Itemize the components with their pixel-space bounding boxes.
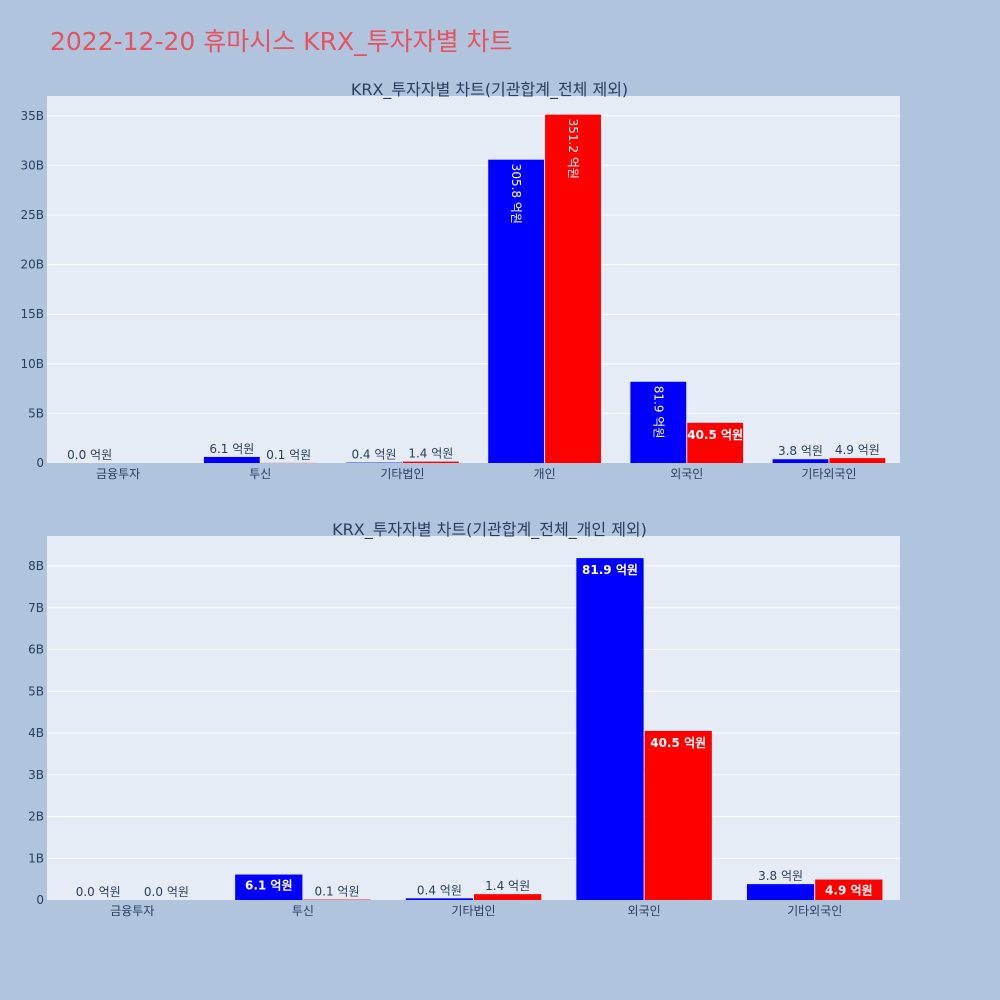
bar — [829, 458, 886, 463]
y-tick-label: 1B — [28, 851, 44, 865]
plot-area — [47, 536, 900, 900]
chart-top: 0 5B 10B 15B 20B 25B 30B 35B KRX_투자자별 차트(기관합계_전체… — [20, 80, 900, 481]
data-label: 1.4 억원 — [408, 447, 453, 461]
bar — [815, 879, 883, 900]
bar — [474, 894, 542, 900]
bar — [687, 422, 744, 463]
bar — [405, 898, 473, 900]
chart-bottom: 0 1B 2B 3B 4B 5B 6B 7B 8B KRX_투자자별 차트(기관합계_전체_개인 … — [28, 520, 900, 918]
bar — [203, 456, 260, 463]
data-label: 3.8 억원 — [758, 869, 803, 883]
data-label: 6.1 억원 — [209, 442, 254, 456]
y-tick-label: 25B — [20, 208, 44, 222]
bar — [630, 381, 687, 463]
bar — [488, 159, 545, 464]
y-tick-label: 2B — [28, 810, 44, 824]
y-tick-label: 6B — [28, 643, 44, 657]
data-label: 351.2 억원 — [566, 119, 580, 179]
data-label: 0.4 억원 — [417, 883, 462, 897]
bar — [545, 114, 601, 463]
y-tick-label: 0 — [36, 893, 44, 907]
y-tick-label: 7B — [28, 601, 44, 615]
y-tick-label: 15B — [20, 307, 44, 321]
x-tick-label: 기타외국인 — [787, 904, 842, 918]
chart-title: KRX_투자자별 차트(기관합계_전체_개인 제외) — [332, 520, 647, 540]
bar — [772, 459, 829, 463]
y-tick-label: 10B — [20, 357, 44, 371]
data-label: 4.9 억원 — [825, 884, 873, 898]
bar — [644, 730, 712, 900]
bar — [746, 884, 815, 900]
y-tick-label: 0 — [36, 456, 44, 470]
y-tick-label: 4B — [28, 726, 44, 740]
data-label: 4.9 억원 — [835, 443, 880, 457]
x-tick-label: 외국인 — [628, 904, 661, 918]
y-tick-label: 3B — [28, 768, 44, 782]
data-label: 0.0 억원 — [67, 448, 112, 462]
data-label: 0.0 억원 — [76, 885, 121, 899]
page-title: 2022-12-20 휴마시스 KRX_투자자별 차트 — [50, 27, 513, 56]
data-label: 6.1 억원 — [245, 879, 293, 893]
x-tick-label: 투신 — [249, 467, 271, 481]
y-tick-label: 20B — [20, 258, 44, 272]
data-label: 0.1 억원 — [266, 448, 311, 462]
x-tick-label: 개인 — [534, 467, 556, 481]
chart-title: KRX_투자자별 차트(기관합계_전체 제외) — [351, 80, 628, 100]
x-tick-label: 투신 — [292, 904, 314, 918]
y-tick-label: 30B — [20, 158, 44, 172]
plot-area — [47, 96, 900, 463]
bar — [235, 874, 303, 900]
y-tick-label: 8B — [28, 559, 44, 573]
bar — [402, 461, 459, 463]
data-label: 40.5 억원 — [687, 428, 743, 442]
x-tick-label: 금융투자 — [110, 904, 154, 918]
x-tick-label: 기타외국인 — [801, 467, 856, 481]
y-tick-label: 5B — [28, 684, 44, 698]
bar — [576, 558, 644, 900]
x-tick-label: 기타법인 — [451, 904, 495, 918]
data-label: 0.4 억원 — [351, 448, 396, 462]
data-label: 81.9 억원 — [651, 386, 665, 439]
y-tick-label: 35B — [20, 109, 44, 123]
x-tick-label: 외국인 — [670, 467, 703, 481]
data-label: 0.1 억원 — [315, 885, 360, 899]
data-label: 3.8 억원 — [778, 444, 823, 458]
x-tick-label: 금융투자 — [96, 467, 140, 481]
data-label: 0.0 억원 — [144, 885, 189, 899]
data-label: 81.9 억원 — [582, 563, 638, 577]
data-label: 40.5 억원 — [650, 736, 706, 750]
data-label: 305.8 억원 — [509, 164, 523, 224]
y-tick-label: 5B — [28, 406, 44, 420]
x-tick-label: 기타법인 — [380, 467, 424, 481]
data-label: 1.4 억원 — [485, 879, 530, 893]
